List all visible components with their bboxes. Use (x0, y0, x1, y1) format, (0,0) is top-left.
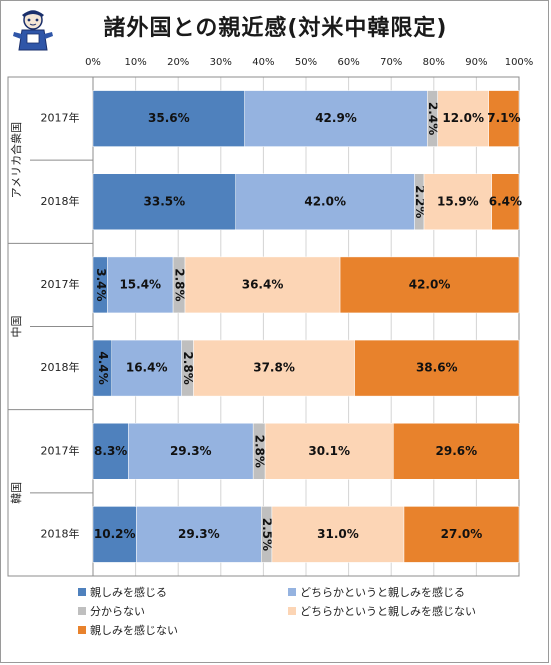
year-label: 2018年 (41, 360, 80, 374)
data-label: 10.2% (94, 527, 136, 541)
chart-title: 諸外国との親近感(対米中韓限定) (103, 16, 448, 41)
legend-item: 親しみを感じる (78, 584, 167, 600)
bar-segment (92, 423, 129, 480)
legend-item: 分からない (78, 603, 145, 619)
x-tick-label: 10% (124, 57, 146, 68)
legend-item: 親しみを感じない (78, 622, 178, 638)
data-label: 29.6% (436, 444, 478, 458)
x-tick-label: 50% (295, 57, 317, 68)
data-label: 6.4% (489, 194, 522, 208)
legend-swatch (288, 607, 296, 615)
bar-segment (354, 339, 520, 397)
data-label: 29.3% (170, 444, 212, 458)
stacked-bar-chart: 0% 10% 20% 30% 40% 50% 60% 70% 80% 90% 100% アメリカ合衆国… (7, 57, 534, 577)
legend-swatch (78, 588, 86, 596)
data-label: 29.3% (178, 527, 220, 541)
data-label: 36.4% (242, 277, 284, 291)
bar-segment (488, 90, 520, 147)
legend-swatch (78, 626, 86, 634)
data-label: 7.1% (487, 111, 520, 125)
data-label: 2.8% (173, 268, 187, 301)
x-tick-label: 60% (337, 57, 359, 68)
group-label: アメリカ合衆国 (9, 122, 23, 198)
legend-swatch (78, 607, 86, 615)
data-label: 42.0% (304, 194, 346, 208)
data-label: 38.6% (416, 361, 458, 375)
data-label: 33.5% (144, 194, 186, 208)
legend-label: 親しみを感じる (90, 586, 167, 599)
legend-swatch (288, 588, 296, 596)
data-label: 15.4% (119, 277, 161, 291)
bar-segment (136, 506, 262, 563)
x-tick-label: 70% (380, 57, 402, 68)
data-label: 42.9% (315, 111, 357, 125)
x-tick-label: 40% (252, 57, 274, 68)
legend-label: どちらかというと親しみを感じる (300, 586, 465, 599)
year-label: 2017年 (41, 277, 80, 291)
data-label: 27.0% (441, 527, 483, 541)
data-label: 4.4% (96, 351, 110, 384)
legend-label: 親しみを感じない (90, 624, 178, 637)
data-label: 8.3% (94, 444, 127, 458)
data-label: 30.1% (308, 444, 350, 458)
bar-segment (437, 90, 490, 147)
data-label: 2.4% (426, 102, 440, 135)
bar-segment (339, 256, 520, 314)
x-tick-label: 30% (210, 57, 232, 68)
data-label: 2.8% (253, 435, 267, 468)
data-label: 42.0% (409, 277, 451, 291)
x-tick-label: 0% (85, 57, 101, 68)
bar-segment (235, 173, 415, 230)
bar-segment (107, 256, 174, 314)
bar-segment (184, 256, 341, 314)
year-label: 2017年 (41, 443, 80, 457)
bar-segment (403, 506, 520, 563)
bar-segment (193, 339, 355, 397)
data-label: 16.4% (126, 361, 168, 375)
bar-segment (491, 173, 520, 230)
bar-segment (128, 423, 254, 480)
x-tick-label: 100% (505, 57, 534, 68)
group-label: 韓国 (10, 482, 23, 504)
data-label: 35.6% (148, 111, 190, 125)
mascot-logo-icon (13, 10, 53, 51)
bar-segment (393, 423, 520, 480)
bar-segment (92, 506, 137, 563)
bar-segment (111, 339, 182, 397)
x-tick-label: 90% (465, 57, 487, 68)
legend-label: どちらかというと親しみを感じない (300, 605, 476, 618)
x-tick-label: 20% (167, 57, 189, 68)
legend-item: どちらかというと親しみを感じる (288, 584, 465, 600)
plot-area-border (7, 76, 520, 577)
year-label: 2018年 (41, 526, 80, 540)
group-label: 中国 (10, 316, 23, 338)
data-label: 37.8% (253, 361, 295, 375)
data-label: 15.9% (437, 194, 479, 208)
data-label: 2.5% (260, 518, 274, 551)
data-label: 2.8% (181, 351, 195, 384)
year-label: 2017年 (41, 111, 80, 125)
data-label: 12.0% (442, 111, 484, 125)
legend-item: どちらかというと親しみを感じない (288, 603, 476, 619)
year-label: 2018年 (41, 194, 80, 208)
bar-segment (244, 90, 428, 147)
bar-segment (264, 423, 394, 480)
bar-segment (92, 90, 245, 147)
data-label: 2.2% (413, 185, 427, 218)
legend-label: 分からない (90, 605, 145, 618)
bar-segment (271, 506, 405, 563)
x-tick-label: 80% (423, 57, 445, 68)
data-label: 3.4% (94, 268, 108, 301)
data-label: 31.0% (317, 527, 359, 541)
bar-segment (92, 173, 236, 230)
